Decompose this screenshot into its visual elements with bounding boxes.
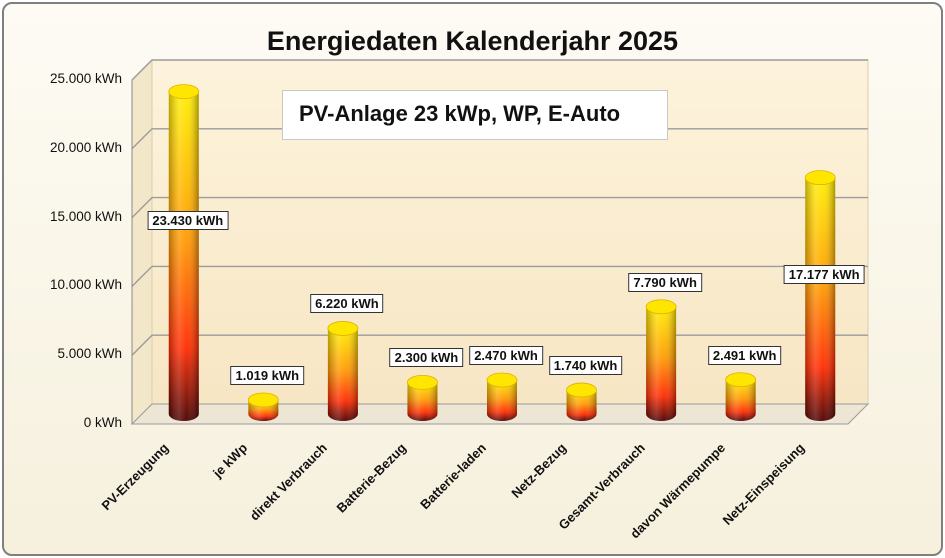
gridline <box>131 196 868 219</box>
bar <box>566 382 597 421</box>
gridline <box>131 334 868 356</box>
bar <box>645 299 677 421</box>
bar-top <box>247 392 279 408</box>
chart-subtitle: PV-Anlage 23 kWp, WP, E-Auto <box>299 101 621 126</box>
bar <box>804 170 836 421</box>
bar-top <box>804 170 836 186</box>
side-wall <box>131 58 153 426</box>
bar-top <box>168 84 200 100</box>
data-label: 6.220 kWh <box>310 294 384 314</box>
bar-top <box>327 321 359 336</box>
bar-top <box>486 372 518 388</box>
gridline <box>131 59 868 81</box>
y-tick-label: 15.000 kWh <box>49 208 122 224</box>
bar-shading <box>805 177 836 421</box>
bar <box>168 84 200 421</box>
bar-shading <box>725 379 756 421</box>
subtitle-box: PV-Anlage 23 kWp, WP, E-Auto <box>282 90 668 140</box>
bar-shading <box>168 91 199 421</box>
bar <box>247 392 279 421</box>
bar-top <box>725 372 757 388</box>
bar-shading <box>487 380 517 421</box>
gridline <box>131 265 868 287</box>
bar-shading <box>566 390 597 421</box>
bar <box>486 372 518 421</box>
y-tick-label: 20.000 kWh <box>49 139 122 155</box>
bar-shading <box>646 306 677 421</box>
bar <box>725 372 757 421</box>
bar-shading <box>327 328 358 421</box>
data-label: 2.470 kWh <box>469 346 543 365</box>
data-label: 2.300 kWh <box>389 348 464 368</box>
data-label: 1.740 kWh <box>548 356 623 376</box>
bar-top <box>645 299 677 315</box>
bar-shading <box>407 382 438 421</box>
y-tick-label: 25.000 kWh <box>49 71 122 86</box>
data-label: 7.790 kWh <box>628 272 702 292</box>
bar-top <box>407 374 438 390</box>
data-label: 23.430 kWh <box>147 210 229 230</box>
y-tick-label: 10.000 kWh <box>49 277 122 293</box>
bar-top <box>566 382 597 398</box>
chart-title: Energiedaten Kalenderjahr 2025 <box>266 26 679 56</box>
y-tick-label: 0 kWh <box>83 415 122 430</box>
bar <box>407 374 438 421</box>
bar <box>327 321 359 421</box>
data-label: 2.491 kWh <box>707 345 782 365</box>
data-label: 1.019 kWh <box>230 365 305 385</box>
y-tick-label: 5.000 kWh <box>57 346 122 362</box>
data-label: 17.177 kWh <box>783 265 865 285</box>
